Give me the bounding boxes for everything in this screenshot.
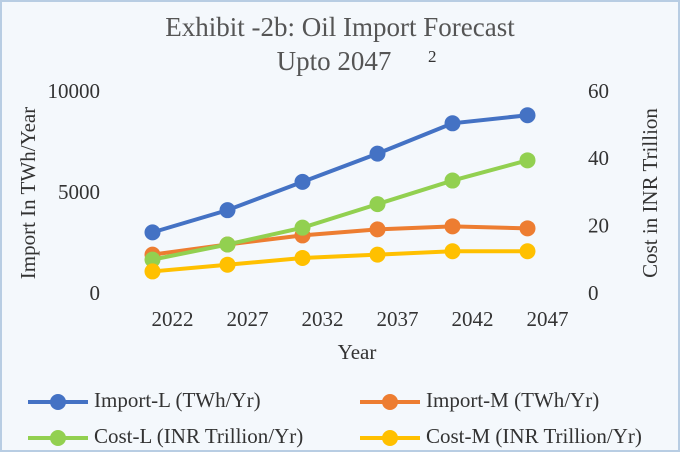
legend-marker [382, 430, 398, 446]
point [219, 256, 236, 273]
point [519, 220, 536, 237]
point [369, 246, 386, 263]
point [219, 236, 236, 253]
legend-label: Import-M (TWh/Yr) [426, 388, 599, 412]
y2-tick-label: 0 [588, 281, 599, 305]
chart-title: Exhibit -2b: Oil Import Forecast [165, 12, 515, 42]
x-tick-label: 2047 [527, 307, 569, 331]
x-tick-label: 2022 [152, 307, 194, 331]
series-line [151, 113, 528, 235]
x-tick-label: 2042 [452, 307, 494, 331]
legend-marker [50, 430, 66, 446]
x-tick-label: 2027 [227, 307, 269, 331]
point [144, 251, 161, 268]
legend-marker [50, 394, 66, 410]
point [369, 196, 386, 213]
series-line [152, 158, 529, 262]
point [519, 152, 536, 169]
y2-axis-label: Cost in INR Trillion [638, 108, 662, 278]
point [369, 145, 386, 162]
series-line [152, 249, 528, 274]
x-axis-label: Year [338, 340, 377, 364]
point [444, 218, 461, 235]
y2-tick-label: 20 [588, 213, 609, 237]
y-axis-label: Import In TWh/Year [16, 107, 40, 279]
x-tick-label: 2037 [377, 307, 419, 331]
legend-label: Cost-M (INR Trillion/Yr) [426, 424, 642, 448]
point [444, 172, 461, 189]
y2-tick-label: 60 [588, 79, 609, 103]
y2-tick-label: 40 [588, 146, 609, 170]
y-tick-label: 0 [90, 281, 101, 305]
chart-title: Upto 2047 [277, 46, 392, 76]
y-tick-label: 5000 [58, 180, 100, 204]
point [144, 224, 161, 241]
point [294, 173, 311, 190]
point [144, 263, 161, 280]
point [294, 219, 311, 236]
point [519, 243, 536, 260]
legend-label: Import-L (TWh/Yr) [94, 388, 261, 412]
point [444, 115, 461, 132]
legend-marker [382, 394, 398, 410]
point [369, 221, 386, 238]
legend-label: Cost-L (INR Trillion/Yr) [94, 424, 303, 448]
y-tick-label: 10000 [48, 79, 101, 103]
point [294, 249, 311, 266]
point [219, 202, 236, 219]
title-footnote: 2 [428, 47, 437, 66]
x-tick-label: 2032 [302, 307, 344, 331]
point [519, 107, 536, 124]
point [444, 243, 461, 260]
